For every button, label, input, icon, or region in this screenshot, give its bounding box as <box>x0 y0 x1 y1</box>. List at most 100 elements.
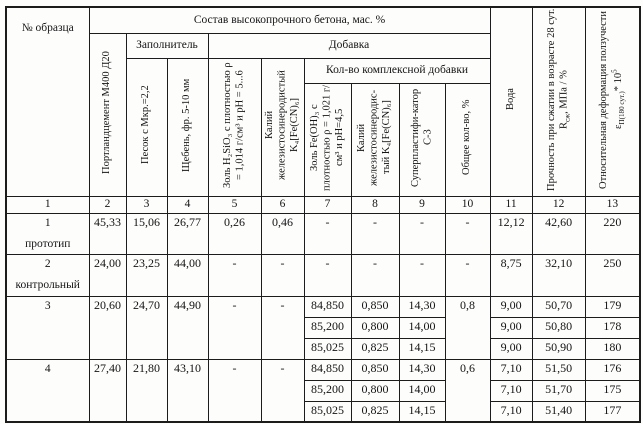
data-cell: - <box>207 295 262 360</box>
data-cell: 0,26 <box>207 212 262 255</box>
header-gravel-label: Щебень, фр. 5-10 мм <box>181 78 193 172</box>
data-cell: - <box>398 212 446 255</box>
data-cell: 250 <box>584 253 641 297</box>
creep-exponent: 5 <box>610 69 619 74</box>
data-row-sample-4: 4 27,40 21,80 43,10 - - 84,850 0,850 14,… <box>5 358 641 423</box>
data-cell: 14,15 <box>398 337 446 360</box>
header-superplasticizer-label: Суперпластифи-катор С-3 <box>409 88 433 187</box>
header-sol-feoh3-label: Золь Fe(OH)₃ с плотностью ρ = 1,021 г/см… <box>308 84 345 191</box>
data-cell: 24,70 <box>125 295 168 360</box>
header-superplasticizer: Суперпластифи-катор С-3 <box>398 82 446 197</box>
data-cell: 0,850 <box>350 295 400 318</box>
header-sand: Песок с Мкр.=2,2 <box>125 57 168 197</box>
header-row-1: № образца Состав высокопрочного бетона, … <box>5 6 641 197</box>
data-cell: 45,33 <box>88 212 127 255</box>
header-creep-label: Относительная деформация ползучести εП(1… <box>598 8 626 191</box>
data-cell: 15,06 <box>125 212 168 255</box>
header-sand-label: Песок с Мкр.=2,2 <box>140 85 152 165</box>
sample-cell: 1 прототип <box>5 212 90 255</box>
data-cell: 14,30 <box>398 358 446 381</box>
data-cell: - <box>207 358 262 423</box>
header-sol-feoh3: Золь Fe(OH)₃ с плотностью ρ = 1,021 г/см… <box>303 82 352 197</box>
data-cell: 44,90 <box>166 295 209 360</box>
sample-id: 2 <box>44 257 51 270</box>
data-cell: 176 <box>584 358 641 381</box>
data-cell: 85,025 <box>303 337 352 360</box>
header-composition-group: Состав высокопрочного бетона, мас. % <box>88 6 491 34</box>
data-cell: 85,200 <box>303 379 352 402</box>
data-cell: 177 <box>584 400 641 423</box>
data-cell: 26,77 <box>166 212 209 255</box>
header-cement: Портландцемент М400 Д20 <box>88 32 127 197</box>
header-creep: Относительная деформация ползучести εП(1… <box>584 6 641 197</box>
col-number: 6 <box>260 195 305 214</box>
data-cell: 14,00 <box>398 316 446 339</box>
header-total-amount-label: Общее кол-во, % <box>461 99 473 176</box>
data-cell: 43,10 <box>166 358 209 423</box>
data-cell: 7,10 <box>489 400 533 423</box>
data-cell: - <box>444 212 491 255</box>
header-potassium-ferrocyanide-label: Калий железистосинеродистый K₄[Fe(CN)₆] <box>263 69 300 180</box>
col-number: 5 <box>207 195 262 214</box>
data-cell: 14,00 <box>398 379 446 402</box>
data-cell: 51,40 <box>531 400 586 423</box>
data-cell: 27,40 <box>88 358 127 423</box>
data-cell: 0,46 <box>260 212 305 255</box>
sample-id: 1 <box>44 216 51 229</box>
data-row-sample-3: 3 20,60 24,70 44,90 - - 84,850 0,850 14,… <box>5 295 641 360</box>
data-cell: 85,025 <box>303 400 352 423</box>
sample-cell: 3 <box>5 295 90 360</box>
header-additive-group: Добавка <box>207 32 491 59</box>
data-row-sample-1: 1 прототип 45,33 15,06 26,77 0,26 0,46 -… <box>5 212 641 255</box>
col-number: 1 <box>5 195 90 214</box>
column-numbering-row: 1 2 3 4 5 6 7 8 9 10 11 12 13 <box>5 195 641 214</box>
data-cell: 51,50 <box>531 358 586 381</box>
header-gravel: Щебень, фр. 5-10 мм <box>166 57 209 197</box>
data-cell: 0,850 <box>350 358 400 381</box>
col-number: 2 <box>88 195 127 214</box>
data-row-sample-2: 2 контрольный 24,00 23,25 44,00 - - - - … <box>5 253 641 297</box>
data-cell: 24,00 <box>88 253 127 297</box>
data-cell: 32,10 <box>531 253 586 297</box>
data-cell: 0,800 <box>350 316 400 339</box>
data-cell: 85,200 <box>303 316 352 339</box>
data-cell: 8,75 <box>489 253 533 297</box>
sample-label: прототип <box>25 237 71 250</box>
col-number: 13 <box>584 195 641 214</box>
creep-subscript: П(180 сут.) <box>618 91 627 126</box>
data-cell: - <box>207 253 262 297</box>
header-filler-group: Заполнитель <box>125 32 209 59</box>
data-cell: 0,825 <box>350 400 400 423</box>
data-cell: - <box>260 358 305 423</box>
header-row-4: Золь Fe(OH)₃ с плотностью ρ = 1,021 г/см… <box>6 82 640 197</box>
data-cell: - <box>444 253 491 297</box>
concrete-composition-table: № образца Состав высокопрочного бетона, … <box>5 6 642 423</box>
data-cell: 50,70 <box>531 295 586 318</box>
header-complex-group: Кол-во комплексной добавки <box>303 57 491 84</box>
data-cell: 23,25 <box>125 253 168 297</box>
sample-cell: 2 контрольный <box>5 253 90 297</box>
data-cell: 9,00 <box>489 295 533 318</box>
data-cell: 50,80 <box>531 316 586 339</box>
header-potassium-ferrocyanide-2: Калий железистосинеродис-тый K₄[Fe(CN)₆] <box>350 82 400 197</box>
col-number: 9 <box>398 195 446 214</box>
data-cell: 220 <box>584 212 641 255</box>
data-cell: 178 <box>584 316 641 339</box>
strength-units: , МПа / % <box>557 70 569 114</box>
data-cell: 0,825 <box>350 337 400 360</box>
data-cell: 50,90 <box>531 337 586 360</box>
header-sol-h2sio3: Золь H₂SiO₃ с плотностью ρ = 1,014 г/см³… <box>207 57 262 197</box>
data-cell: 14,15 <box>398 400 446 423</box>
col-number: 3 <box>125 195 168 214</box>
data-cell: 21,80 <box>125 358 168 423</box>
data-cell: 9,00 <box>489 316 533 339</box>
sample-id: 4 <box>44 362 51 375</box>
data-cell: - <box>398 253 446 297</box>
creep-mult: * 10 <box>612 73 624 92</box>
col-number: 11 <box>489 195 533 214</box>
data-cell: - <box>260 295 305 360</box>
document-sheet: № образца Состав высокопрочного бетона, … <box>5 6 642 423</box>
sample-cell: 4 <box>5 358 90 423</box>
header-row-3: Песок с Мкр.=2,2 Щебень, фр. 5-10 мм Зол… <box>6 57 640 197</box>
data-cell: 0,6 <box>444 358 491 423</box>
